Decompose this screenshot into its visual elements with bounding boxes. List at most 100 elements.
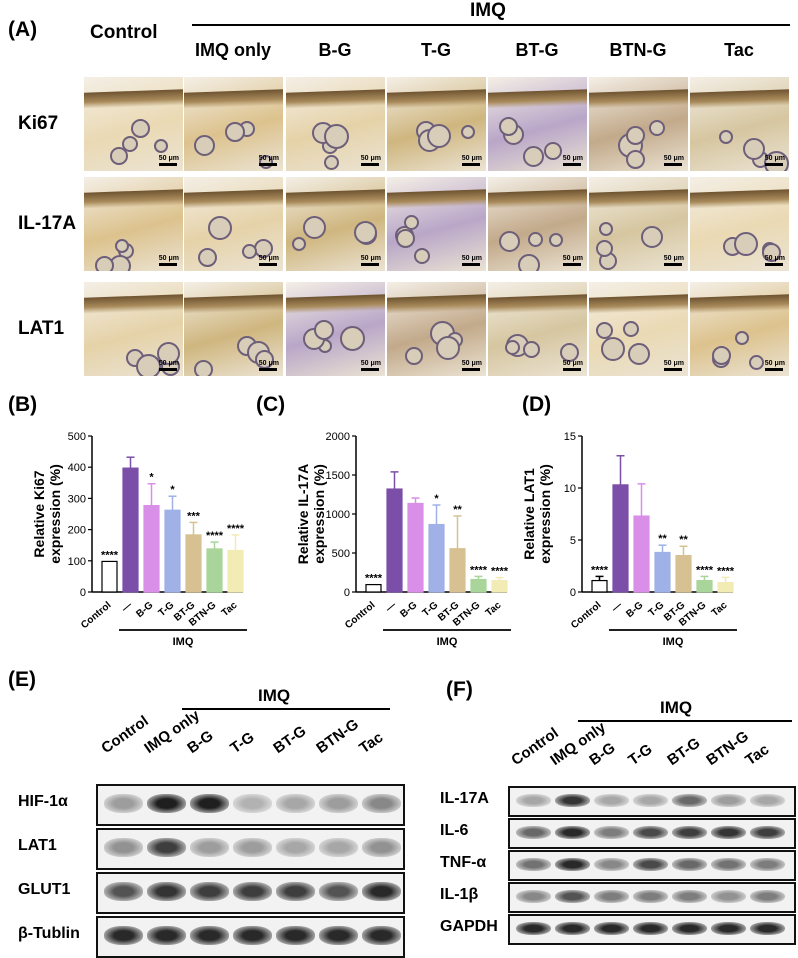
- blot-band: [104, 838, 143, 858]
- scale-bar-label: 50 μm: [562, 155, 583, 162]
- histology-image: 50 μm: [286, 282, 385, 376]
- scale-bar: [159, 263, 177, 266]
- histology-image: 50 μm: [387, 282, 486, 376]
- hair-follicle: [523, 146, 544, 167]
- hair-follicle: [596, 240, 613, 257]
- significance-marker: *: [170, 484, 175, 496]
- histology-image: 50 μm: [286, 77, 385, 171]
- scale-bar-label: 50 μm: [360, 155, 381, 162]
- lane-label: B-G: [184, 727, 217, 757]
- blot-band: [190, 926, 229, 946]
- y-tick-label: 500: [68, 431, 86, 443]
- blot-band: [319, 926, 358, 946]
- significance-marker: ****: [591, 564, 609, 576]
- y-tick-label: 5: [570, 535, 576, 547]
- blot-band: [276, 926, 315, 946]
- significance-marker: ****: [365, 573, 383, 585]
- blot-band: [711, 857, 746, 872]
- scale-bar-label: 50 μm: [461, 360, 482, 367]
- blot-strip: [96, 828, 405, 870]
- hair-follicle: [628, 343, 650, 365]
- hair-follicle: [735, 331, 749, 345]
- bar: [428, 523, 445, 593]
- significance-marker: ****: [206, 530, 224, 542]
- bar: [591, 579, 608, 593]
- epidermis-layer: [488, 89, 587, 109]
- scale-bar-label: 50 μm: [461, 255, 482, 262]
- blot-band: [362, 794, 401, 814]
- histology-column-title: Tac: [724, 40, 754, 60]
- blot-band: [594, 857, 629, 872]
- significance-marker: ****: [227, 523, 245, 535]
- blot-band: [516, 889, 551, 904]
- histology-image: 50 μm: [184, 282, 283, 376]
- lane-label: T-G: [625, 740, 656, 769]
- scale-bar: [563, 163, 581, 166]
- blot-band: [555, 825, 590, 840]
- y-tick-label: 200: [68, 525, 86, 537]
- y-tick-label: 1000: [326, 509, 350, 521]
- epidermis-layer: [589, 294, 688, 314]
- blot-band: [362, 838, 401, 858]
- scale-bar-label: 50 μm: [663, 155, 684, 162]
- scale-bar: [563, 368, 581, 371]
- hair-follicle: [115, 239, 129, 253]
- bar: [654, 551, 671, 593]
- x-tick-label: Control: [79, 600, 113, 631]
- hair-follicle: [324, 155, 339, 170]
- blot-band: [555, 889, 590, 904]
- scale-bar-label: 50 μm: [764, 255, 785, 262]
- blot-strip: [96, 872, 405, 914]
- scale-bar: [765, 163, 783, 166]
- group-label: IMQ: [437, 636, 458, 648]
- significance-marker: *: [149, 472, 154, 484]
- hair-follicle: [549, 233, 563, 247]
- blot-row-label: IL-6: [440, 821, 469, 839]
- hair-follicle: [649, 120, 665, 136]
- blot-band: [516, 857, 551, 872]
- scale-bar: [664, 163, 682, 166]
- blot-strip: [508, 914, 796, 945]
- group-label: IMQ: [173, 636, 194, 648]
- bar: [122, 467, 139, 593]
- chart-il17a: 0 500 1000 1500 2000 Relative IL-17A expressio…: [295, 431, 511, 648]
- blot-row-label: IL-1β: [440, 885, 479, 903]
- blot-band: [750, 825, 785, 840]
- bar: [470, 578, 487, 593]
- scale-bar-label: 50 μm: [764, 155, 785, 162]
- blot-band: [319, 882, 358, 902]
- blot-f-group-label: IMQ: [660, 698, 693, 717]
- hair-follicle: [303, 216, 326, 239]
- scale-bar-label: 50 μm: [562, 360, 583, 367]
- significance-marker: ****: [717, 565, 735, 577]
- blot-band: [362, 882, 401, 902]
- histology-row-label: Ki67: [18, 113, 59, 134]
- y-tick-label: 1500: [326, 470, 350, 482]
- hair-follicle: [414, 248, 430, 264]
- hair-follicle: [623, 321, 639, 337]
- lane-label: Tac: [356, 728, 387, 757]
- hair-follicle: [528, 232, 543, 247]
- hair-follicle: [764, 151, 789, 171]
- hair-follicle: [354, 221, 377, 244]
- bar: [365, 583, 382, 593]
- x-tick-label: B-G: [624, 600, 645, 620]
- blot-band: [594, 793, 629, 808]
- blot-e-group-label: IMQ: [258, 686, 291, 705]
- blot-band: [319, 838, 358, 858]
- blot-band: [555, 793, 590, 808]
- histology-image: 50 μm: [488, 77, 587, 171]
- bar: [164, 509, 181, 593]
- bar: [143, 504, 160, 593]
- hair-follicle: [154, 139, 168, 153]
- hair-follicle: [762, 243, 781, 262]
- epidermis-layer: [84, 189, 183, 209]
- hair-follicle: [292, 237, 306, 251]
- panel-label-b: (B): [8, 393, 38, 416]
- hair-follicle: [427, 124, 451, 148]
- bar: [491, 580, 508, 593]
- histology-image: 50 μm: [690, 177, 789, 271]
- histology-image: 50 μm: [488, 282, 587, 376]
- blot-e-bracket-line: [182, 708, 390, 710]
- scale-bar-label: 50 μm: [158, 360, 179, 367]
